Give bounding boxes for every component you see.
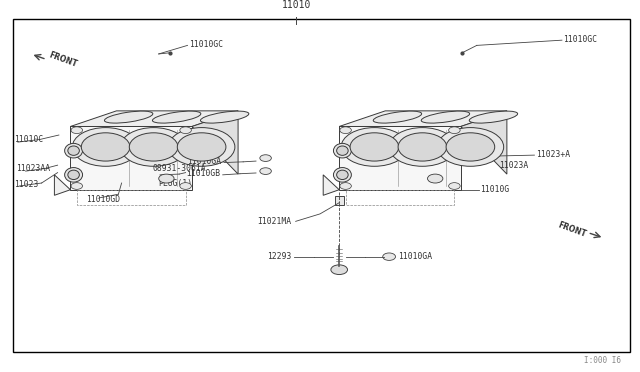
Text: 11010GD: 11010GD (86, 195, 120, 203)
Ellipse shape (373, 111, 422, 123)
Text: 11010C: 11010C (14, 135, 44, 144)
Text: 12293: 12293 (267, 252, 291, 261)
Text: 11010: 11010 (282, 0, 311, 10)
Circle shape (446, 133, 495, 161)
Bar (335, 196, 344, 205)
Text: FRONT: FRONT (48, 50, 79, 69)
Text: FRONT: FRONT (557, 221, 588, 239)
Text: 11010GC: 11010GC (189, 40, 223, 49)
Circle shape (340, 127, 351, 134)
Polygon shape (323, 175, 339, 195)
Circle shape (177, 133, 226, 161)
Ellipse shape (65, 167, 83, 182)
Ellipse shape (333, 167, 351, 182)
Text: i1010GB: i1010GB (187, 169, 221, 178)
Circle shape (341, 128, 408, 166)
Circle shape (455, 153, 467, 160)
Circle shape (449, 127, 460, 134)
Circle shape (71, 183, 83, 189)
Ellipse shape (337, 146, 348, 155)
Ellipse shape (200, 111, 249, 123)
Circle shape (120, 128, 187, 166)
Ellipse shape (421, 111, 470, 123)
Bar (13, 19, 630, 352)
Polygon shape (339, 111, 507, 126)
Circle shape (71, 127, 83, 134)
Polygon shape (192, 111, 238, 174)
Text: I1021MA: I1021MA (258, 217, 292, 226)
Ellipse shape (65, 143, 83, 158)
Polygon shape (70, 126, 192, 190)
Text: 11023AA: 11023AA (16, 164, 50, 173)
Ellipse shape (68, 146, 79, 155)
Text: 11010GC: 11010GC (563, 35, 597, 44)
Circle shape (168, 128, 235, 166)
Text: I:000 I6: I:000 I6 (584, 356, 621, 365)
Text: 11023A: 11023A (499, 161, 529, 170)
Circle shape (180, 183, 191, 189)
Text: 11023+A: 11023+A (536, 150, 570, 159)
Ellipse shape (152, 111, 201, 123)
Ellipse shape (469, 111, 518, 123)
Circle shape (437, 128, 504, 166)
Text: 11010GA: 11010GA (187, 157, 221, 166)
Circle shape (129, 133, 178, 161)
Ellipse shape (333, 143, 351, 158)
Polygon shape (339, 126, 461, 190)
Text: PLUG(1): PLUG(1) (159, 179, 193, 187)
Text: 11010GA: 11010GA (398, 252, 432, 261)
Text: 08931-3061A: 08931-3061A (152, 164, 206, 173)
Circle shape (389, 128, 456, 166)
Circle shape (383, 253, 396, 260)
Circle shape (449, 183, 460, 189)
Circle shape (398, 133, 447, 161)
Text: 11023: 11023 (14, 180, 38, 189)
Circle shape (428, 174, 443, 183)
Ellipse shape (104, 111, 153, 123)
Text: 11010G: 11010G (480, 185, 509, 194)
Circle shape (350, 133, 399, 161)
Polygon shape (54, 175, 70, 195)
Circle shape (331, 265, 348, 275)
Circle shape (260, 168, 271, 174)
Ellipse shape (337, 170, 348, 180)
Circle shape (81, 133, 130, 161)
Circle shape (159, 174, 174, 183)
Circle shape (340, 183, 351, 189)
Circle shape (72, 128, 139, 166)
Polygon shape (70, 111, 238, 126)
Ellipse shape (68, 170, 79, 180)
Polygon shape (461, 111, 507, 174)
Circle shape (180, 127, 191, 134)
Circle shape (260, 155, 271, 161)
